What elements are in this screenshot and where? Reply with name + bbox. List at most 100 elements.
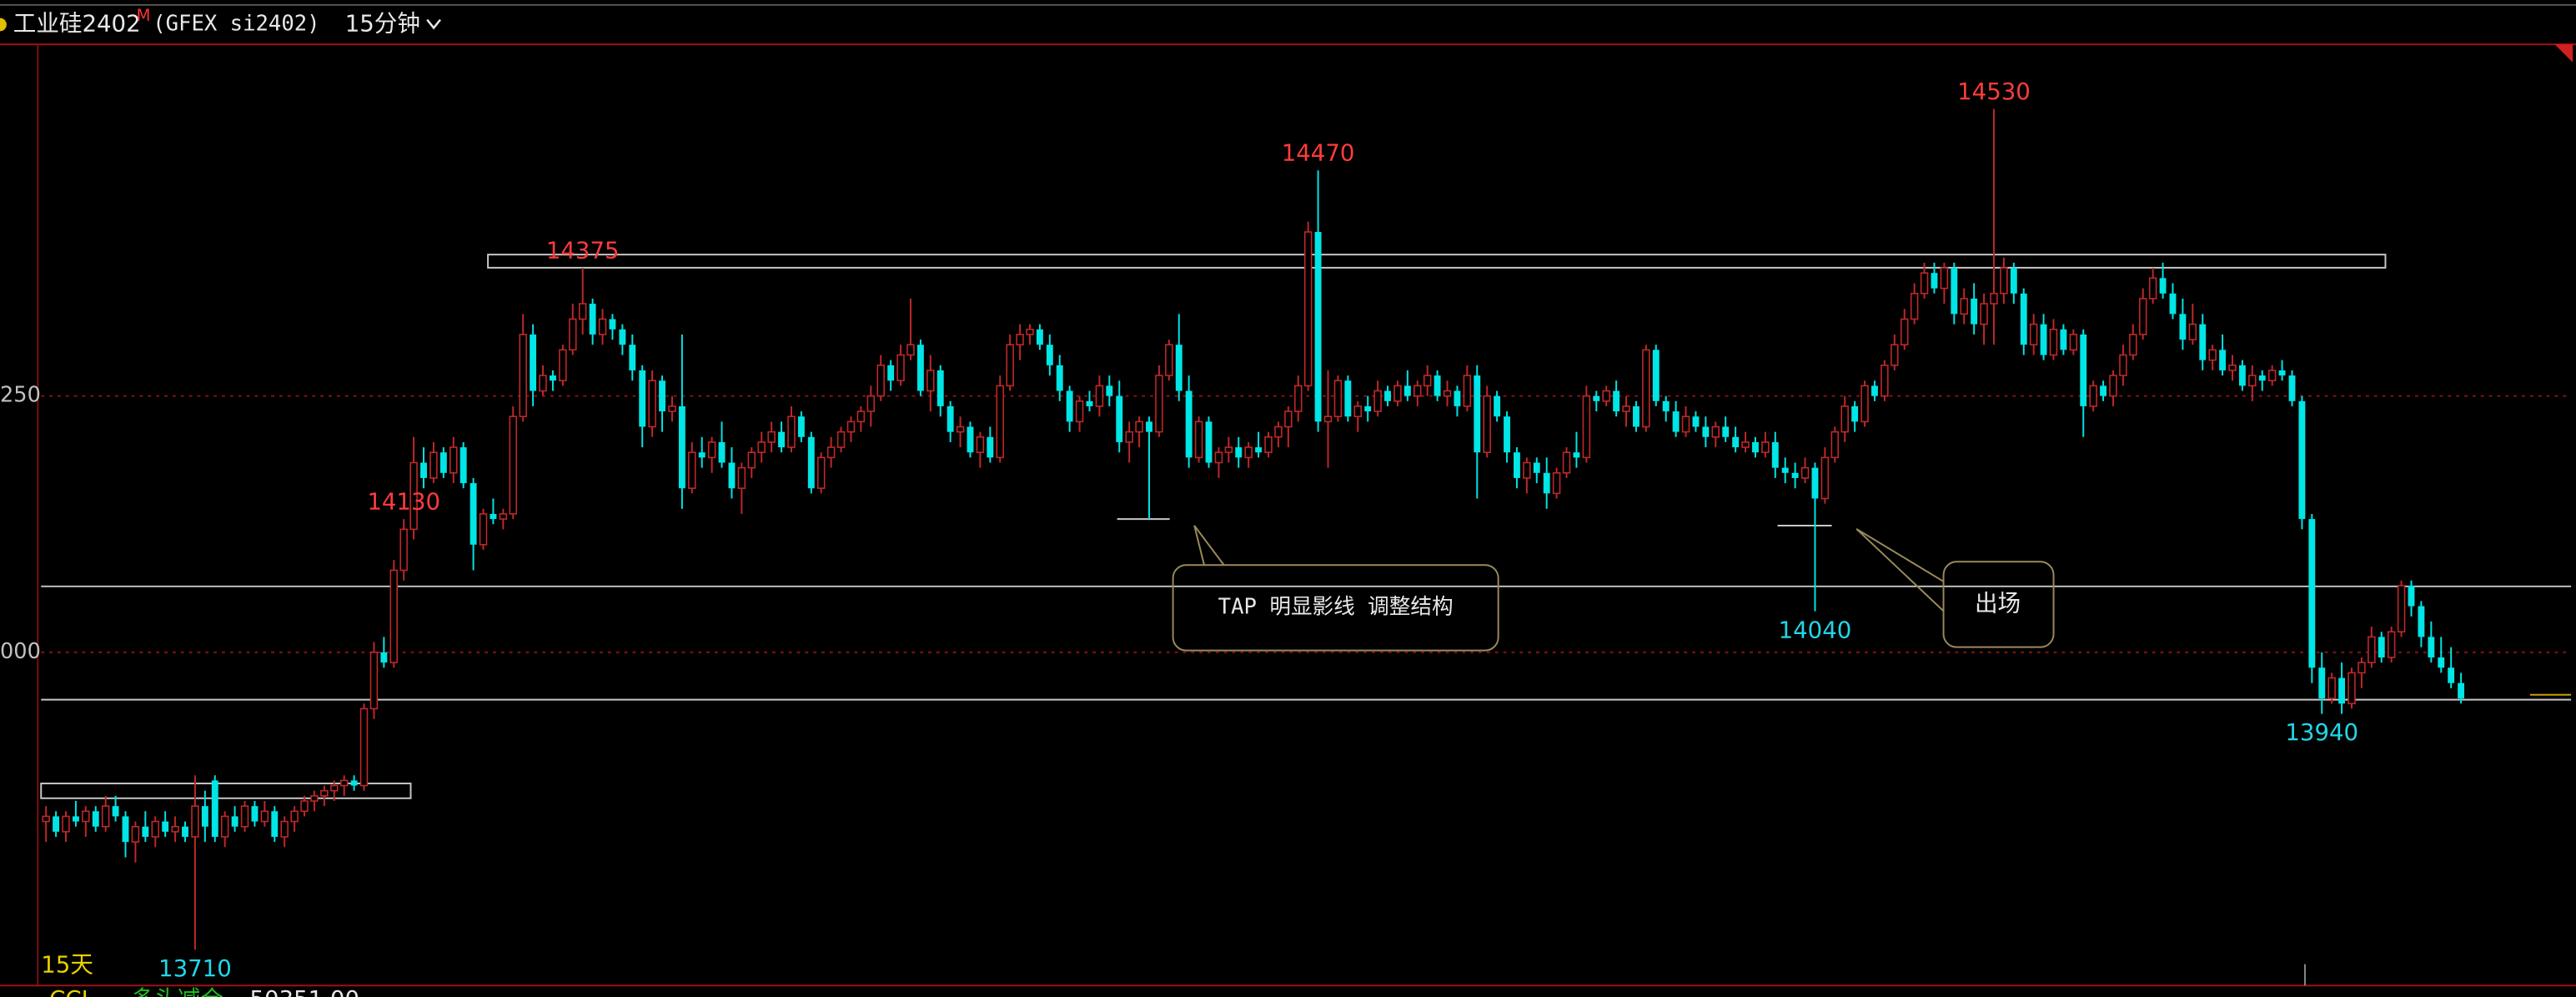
candle-body xyxy=(1095,385,1104,407)
candle-body xyxy=(171,825,179,833)
candle-body xyxy=(240,805,249,828)
candle-body xyxy=(2318,667,2326,699)
candle-body xyxy=(470,483,477,545)
candle-body xyxy=(1613,390,1620,412)
candle-body xyxy=(1830,431,1840,459)
candle-body xyxy=(698,452,706,458)
candle-body xyxy=(271,811,279,838)
candle-body xyxy=(2199,324,2207,360)
candle-body xyxy=(92,811,99,827)
candle-body xyxy=(619,329,626,345)
candle-body xyxy=(101,805,110,828)
candle-body xyxy=(578,303,587,320)
candle-body xyxy=(2338,677,2346,704)
candle-body xyxy=(251,806,259,822)
candle-body xyxy=(906,344,915,356)
candle-body xyxy=(1910,292,1919,320)
candle-body xyxy=(1562,451,1571,474)
candle-body xyxy=(1891,344,1899,366)
candle-body xyxy=(1552,472,1561,495)
candle-body xyxy=(1423,375,1432,387)
candle-body xyxy=(2228,364,2237,371)
candle-body xyxy=(509,415,518,515)
candle-body xyxy=(1106,385,1113,396)
candle-body xyxy=(648,380,656,428)
candle-body xyxy=(1672,411,1680,432)
indicator-name: CCL xyxy=(49,985,95,997)
candle-body xyxy=(876,364,885,397)
candle-body xyxy=(439,452,447,473)
candle-body xyxy=(2298,400,2306,520)
period-dropdown[interactable] xyxy=(426,18,441,30)
candle-body xyxy=(182,826,188,838)
callout-pointer xyxy=(1193,525,1225,566)
candle-body xyxy=(2408,585,2415,607)
candle-body xyxy=(1840,405,1849,433)
candle-body xyxy=(459,447,467,484)
candle-body xyxy=(2129,334,2137,356)
candle-body xyxy=(449,446,458,474)
candle-body xyxy=(1403,385,1411,396)
candle-body xyxy=(1443,390,1452,397)
candle-body xyxy=(191,805,199,838)
y-tick-label: 000 xyxy=(0,639,41,664)
candle-body xyxy=(1364,405,1372,412)
candle-body xyxy=(947,405,954,432)
candle-body xyxy=(82,810,90,823)
candle-body xyxy=(62,815,70,833)
candle-body xyxy=(659,380,665,412)
candle-body xyxy=(339,779,349,787)
candle-body xyxy=(2278,370,2286,376)
candle-body xyxy=(1662,400,1670,412)
candle-body xyxy=(1622,405,1630,412)
candle-body xyxy=(1373,390,1382,412)
candle-body xyxy=(1820,456,1830,500)
period[interactable]: 15分钟 xyxy=(345,10,420,38)
candle-body xyxy=(846,420,856,433)
high-label: 14470 xyxy=(1282,139,1355,167)
candle-body xyxy=(420,462,427,478)
candle-body xyxy=(42,815,50,823)
candle-body xyxy=(2109,375,2117,397)
candle-body xyxy=(1722,426,1730,437)
candle-body xyxy=(2040,324,2047,355)
candle-body xyxy=(2069,334,2078,351)
candle-body xyxy=(2458,682,2465,699)
callout-text: 出场 xyxy=(1975,589,2021,617)
candle-body xyxy=(2169,293,2177,315)
indicator-value: 50351.00 xyxy=(249,985,359,997)
candle-body xyxy=(1980,303,1988,325)
candle-body xyxy=(1533,462,1540,473)
candle-body xyxy=(2020,293,2027,345)
candle-body xyxy=(201,806,208,827)
candle-body xyxy=(747,451,756,469)
candle-body xyxy=(350,780,358,786)
candle-body xyxy=(1175,345,1183,391)
candle-body xyxy=(1066,390,1073,422)
candle-body xyxy=(629,345,636,370)
candle-body xyxy=(162,821,169,832)
candle-body xyxy=(1681,415,1690,433)
candle-body xyxy=(380,652,388,663)
candle-body xyxy=(2219,350,2227,370)
candle-body xyxy=(1026,328,1034,335)
candle-body xyxy=(1711,425,1720,438)
candle-body xyxy=(2080,334,2087,406)
candle-body xyxy=(2029,323,2038,345)
candle-body xyxy=(1474,375,1481,453)
high-label: 14375 xyxy=(546,236,620,264)
candle-body xyxy=(151,820,159,838)
candle-body xyxy=(1652,350,1660,401)
callout-pointer xyxy=(1855,528,1945,612)
candle-body xyxy=(1116,395,1123,442)
candle-body xyxy=(896,354,905,381)
candle-body xyxy=(589,304,596,335)
candle-body xyxy=(1303,231,1313,387)
candle-body xyxy=(1761,441,1770,454)
candle-body xyxy=(1483,395,1491,454)
candle-body xyxy=(2060,329,2067,350)
candle-body xyxy=(1333,380,1343,418)
candle-body xyxy=(1146,421,1152,432)
candle-body xyxy=(2089,385,2097,407)
candle-body xyxy=(1931,273,1938,289)
